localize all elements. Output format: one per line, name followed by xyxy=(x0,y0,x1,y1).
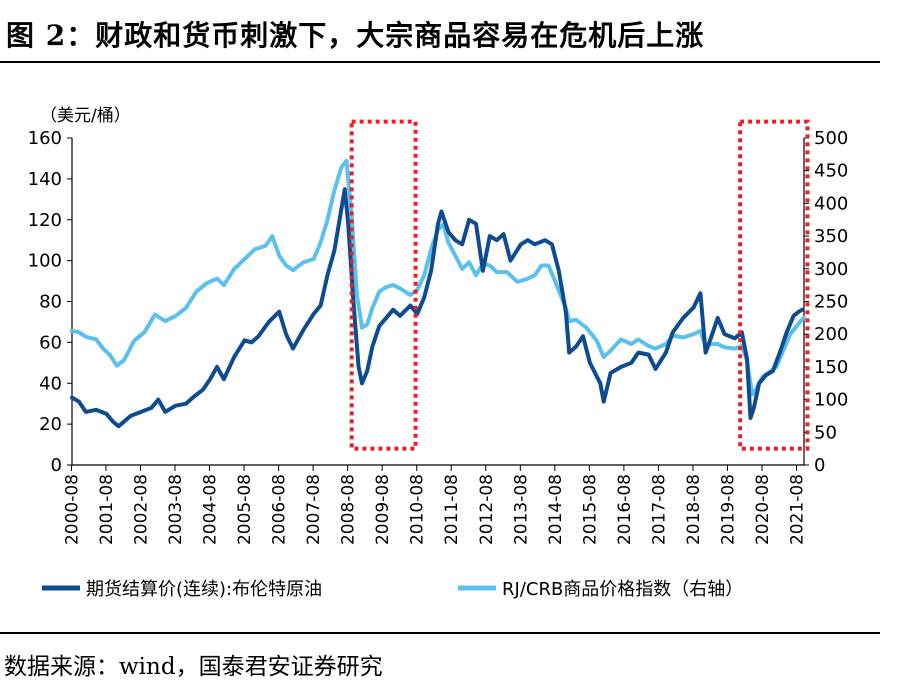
legend: 期货结算价(连续):布伦特原油 RJ/CRB商品价格指数（右轴） xyxy=(42,579,743,600)
y-tick-label-right: 500 xyxy=(814,128,848,149)
y-tick-label-right: 150 xyxy=(814,357,848,378)
x-tick-label: 2020-08 xyxy=(753,474,773,545)
x-tick-label: 2014-08 xyxy=(546,474,566,545)
y-tick-label-left: 40 xyxy=(39,373,62,394)
y-tick-label-left: 140 xyxy=(28,169,62,190)
y-tick-label-left: 60 xyxy=(39,332,62,353)
x-tick-label: 2005-08 xyxy=(235,474,255,545)
y-tick-label-right: 350 xyxy=(814,226,848,247)
x-tick-label: 2019-08 xyxy=(718,474,738,545)
x-tick-label: 2018-08 xyxy=(684,474,704,545)
y-tick-label-right: 300 xyxy=(814,259,848,280)
x-tick-label: 2015-08 xyxy=(580,474,600,545)
y-tick-label-right: 250 xyxy=(814,292,848,313)
y-axis-label-left: （美元/桶） xyxy=(40,106,131,126)
y-tick-label-left: 80 xyxy=(39,292,62,313)
x-tick-label: 2000-08 xyxy=(62,474,82,545)
x-tick-label: 2012-08 xyxy=(477,474,497,545)
series-line-brent xyxy=(70,187,805,429)
series-lines xyxy=(70,158,806,429)
y-tick-label-left: 0 xyxy=(51,455,62,476)
highlight-boxes xyxy=(349,119,810,451)
x-tick-label: 2016-08 xyxy=(615,474,635,545)
y-tick-label-right: 50 xyxy=(814,422,837,443)
x-tick-label: 2010-08 xyxy=(408,474,428,545)
y-tick-label-right: 0 xyxy=(814,455,825,476)
y-tick-label-left: 100 xyxy=(28,251,62,272)
x-tick-label: 2002-08 xyxy=(131,474,151,545)
legend-label-1: 期货结算价(连续):布伦特原油 xyxy=(86,579,322,600)
series-line-crb xyxy=(70,158,806,397)
x-tick-label: 2006-08 xyxy=(270,474,290,545)
x-tick-label: 2007-08 xyxy=(304,474,324,545)
y-tick-label-left: 120 xyxy=(28,210,62,231)
chart-plot: 0 20 40 60 80 100 120 140 160 0 50 100 150 200 250 300 3… xyxy=(28,106,849,600)
source-rule xyxy=(0,632,880,634)
y-tick-label-left: 160 xyxy=(28,128,62,149)
x-tick-label: 2008-08 xyxy=(339,474,359,545)
highlight-box-1 xyxy=(349,119,418,451)
x-tick-label: 2017-08 xyxy=(649,474,669,545)
x-tick-label: 2011-08 xyxy=(442,474,462,545)
title-rule xyxy=(0,61,880,63)
x-tick-label: 2013-08 xyxy=(511,474,531,545)
x-tick-label: 2004-08 xyxy=(201,474,221,545)
x-tick-label: 2009-08 xyxy=(373,474,393,545)
y-tick-label-right: 400 xyxy=(814,193,848,214)
chart-title: 图 2：财政和货币刺激下，大宗商品容易在危机后上涨 xyxy=(6,19,705,52)
x-tick-label: 2003-08 xyxy=(166,474,186,545)
y-tick-label-right: 450 xyxy=(814,161,848,182)
y-tick-label-right: 200 xyxy=(814,324,848,345)
axes-group: 0 20 40 60 80 100 120 140 160 0 50 100 150 200 250 300 3… xyxy=(28,128,849,545)
source-note: 数据来源：wind，国泰君安证券研究 xyxy=(4,654,383,680)
x-tick-label: 2021-08 xyxy=(788,474,808,545)
highlight-box-2 xyxy=(738,119,810,451)
y-tick-label-right: 100 xyxy=(814,390,848,411)
legend-label-2: RJ/CRB商品价格指数（右轴） xyxy=(502,579,743,600)
x-tick-label: 2001-08 xyxy=(97,474,117,545)
y-tick-label-left: 20 xyxy=(39,414,62,435)
